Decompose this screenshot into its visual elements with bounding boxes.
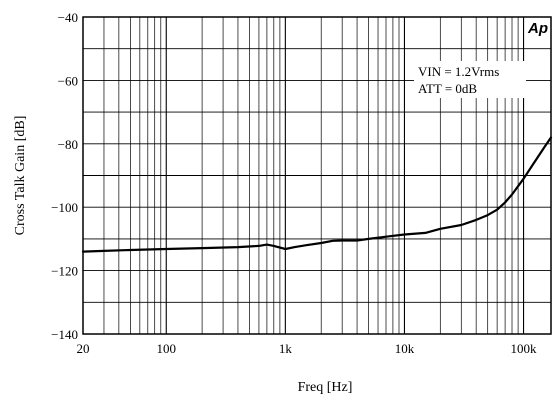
logo-text: Ap <box>527 20 548 37</box>
y-tick-label: −80 <box>58 137 78 152</box>
y-tick-label: −100 <box>51 200 78 215</box>
y-tick-label: −60 <box>58 73 78 88</box>
y-tick-labels: −40 −60 −80 −100 −120 −140 <box>51 10 78 342</box>
x-tick-label: 100 <box>156 341 176 356</box>
y-tick-label: −140 <box>51 327 78 342</box>
annotation-box: VIN = 1.2Vrms ATT = 0dB <box>414 61 526 98</box>
x-tick-label: 10k <box>395 341 415 356</box>
y-axis-label: Cross Talk Gain [dB] <box>13 116 28 236</box>
logo-background <box>527 19 549 36</box>
x-tick-label: 1k <box>279 341 293 356</box>
x-axis-label: Freq [Hz] <box>298 380 353 395</box>
ap-logo: Ap <box>527 19 549 37</box>
annotation-att: ATT = 0dB <box>418 81 477 96</box>
plot-frame <box>82 16 552 335</box>
y-tick-label: −40 <box>58 10 78 25</box>
x-tick-label: 100k <box>511 341 538 356</box>
annotation-vin: VIN = 1.2Vrms <box>418 64 499 79</box>
crosstalk-series-line <box>81 136 553 253</box>
x-tick-labels: 20 100 1k 10k 100k <box>77 341 538 356</box>
annotation-background <box>414 61 526 98</box>
x-tick-label: 20 <box>77 341 90 356</box>
y-tick-label: −120 <box>51 264 78 279</box>
